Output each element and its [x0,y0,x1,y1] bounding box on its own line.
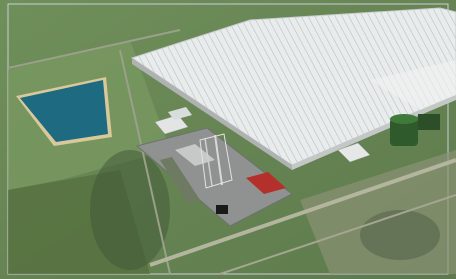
pit [216,205,228,214]
tank-top [390,114,418,124]
tank [418,114,440,130]
tree-cluster [360,210,440,260]
tree-shadow [90,150,170,270]
aerial-render [0,0,456,279]
page [0,0,456,279]
